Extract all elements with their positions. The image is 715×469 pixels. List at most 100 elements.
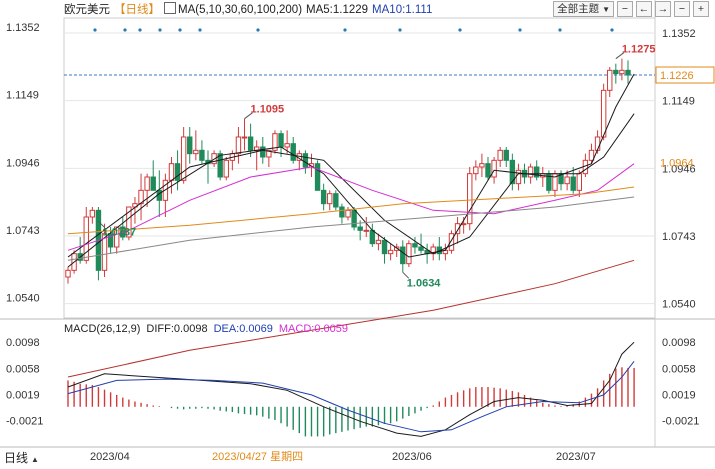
candle-body <box>351 209 357 228</box>
ma-params: MA(5,10,30,60,100,200) <box>178 4 303 16</box>
price-tick-right: 1.1352 <box>662 28 696 40</box>
candle-body <box>460 223 467 226</box>
ma-line-ma200 <box>67 259 635 378</box>
triangle-up-icon: ▲ <box>31 455 39 464</box>
candle-body <box>607 69 613 91</box>
event-marker <box>158 28 162 32</box>
candle-body <box>290 143 296 161</box>
ma-line-ma10 <box>67 113 635 258</box>
candle-body <box>418 246 424 251</box>
candle-body <box>400 246 406 265</box>
zoom-in-icon[interactable]: + <box>693 1 709 17</box>
ma-line-ma5 <box>67 73 635 268</box>
candle-body <box>485 163 491 178</box>
candle-body <box>406 243 412 265</box>
candle-body <box>320 189 327 205</box>
candle-body <box>168 163 175 181</box>
macd-tick-right: -0.0021 <box>662 416 699 428</box>
dif-value: DIFF:0.0098 <box>146 323 208 335</box>
dea-value: DEA:0.0069 <box>213 323 273 335</box>
candle-body <box>625 69 631 76</box>
candle-body <box>272 133 278 151</box>
candle-body <box>479 163 485 168</box>
theme-dropdown[interactable]: 全部主题 ▼ <box>553 1 614 17</box>
candle-body <box>101 233 108 271</box>
level-price-tag: 1.0964 <box>660 157 694 169</box>
candle-body <box>278 133 284 148</box>
candle-body <box>314 163 321 191</box>
candle-body <box>144 176 150 191</box>
macd-header: MACD(26,12,9) DIFF:0.0098 DEA:0.0069 MACD:0… <box>64 323 354 335</box>
candle-body <box>333 193 339 208</box>
candlestick-series <box>65 58 631 284</box>
zoom-out-icon[interactable]: − <box>674 1 690 17</box>
move-left-icon[interactable]: ← <box>636 1 652 17</box>
macd-tick-right: 0.0098 <box>662 337 696 349</box>
macd-tick-left: -0.0021 <box>6 416 43 428</box>
macd-panel <box>67 341 635 437</box>
event-marker <box>93 28 97 32</box>
annotation-label: 1.0787 <box>102 226 136 238</box>
grid <box>0 0 715 448</box>
candle-body <box>223 159 229 178</box>
candle-body <box>235 136 242 155</box>
annotation-leader <box>244 112 253 120</box>
candle-body <box>199 149 205 161</box>
candle-body <box>65 269 71 278</box>
candle-body <box>260 146 266 158</box>
ma5-value: MA5:1.1229 <box>306 4 369 16</box>
candle-body <box>327 193 333 205</box>
candle-body <box>503 149 509 161</box>
candle-body <box>588 149 595 161</box>
annotation-label: 1.0634 <box>407 277 442 289</box>
ma-line-ma60 <box>67 186 635 235</box>
candle-body <box>339 206 345 218</box>
macd-tick-left: 0.0098 <box>6 337 40 349</box>
price-tick-right: 1.0946 <box>662 163 696 175</box>
move-right-icon[interactable]: → <box>655 1 671 17</box>
macd-tick-right: 0.0058 <box>662 364 696 376</box>
candle-body <box>187 136 193 155</box>
shrink-icon[interactable]: − <box>617 1 633 17</box>
candle-body <box>345 209 351 218</box>
annotations: 1.1095 1.0787 1.0634 1.1275 <box>98 44 656 289</box>
chevron-down-icon: ▼ <box>602 5 610 14</box>
candle-body <box>284 143 290 148</box>
macd-tick-left: 0.0058 <box>6 364 40 376</box>
price-tick-right: 1.0743 <box>662 231 696 243</box>
annotation-label: 1.1275 <box>622 44 656 56</box>
event-marker <box>458 28 462 32</box>
event-marker <box>398 28 402 32</box>
ma10-value: MA10:1.111 <box>372 4 433 16</box>
last-price-tag-box <box>655 66 715 84</box>
candle-body <box>174 163 181 181</box>
candle-body <box>180 136 187 181</box>
moving-average-lines <box>67 73 635 378</box>
candle-body <box>600 89 607 138</box>
toolbar: 全部主题 ▼ − ← → − + <box>553 1 709 17</box>
chart-header: 欧元美元 【日线】 MA(5,10,30,60,100,200) MA5:1.1229… <box>64 2 436 18</box>
candle-body <box>473 166 479 175</box>
event-marker <box>518 28 522 32</box>
candle-body <box>83 216 89 261</box>
period-selector[interactable]: 日线 ▲ <box>0 449 43 467</box>
period-label[interactable]: 【日线】 <box>114 4 160 16</box>
candle-body <box>150 176 156 191</box>
ma-line-ma30 <box>67 163 635 251</box>
candle-body <box>126 206 132 238</box>
ma-settings-icon[interactable] <box>164 2 176 14</box>
candle-body <box>454 223 461 235</box>
candle-body <box>533 166 540 178</box>
candle-body <box>217 153 223 178</box>
annotation-leader <box>615 52 625 60</box>
candle-body <box>564 176 570 185</box>
candle-body <box>527 166 534 178</box>
annotation-leader <box>402 271 410 279</box>
candle-body <box>302 153 309 168</box>
event-marker <box>138 28 142 32</box>
candle-body <box>138 189 144 205</box>
axes: 1.1352 1.1352 1.1149 1.1149 1.0946 1.0946 1.07… <box>6 22 715 463</box>
candle-body <box>369 229 376 245</box>
price-tick-left: 1.0540 <box>6 293 40 305</box>
